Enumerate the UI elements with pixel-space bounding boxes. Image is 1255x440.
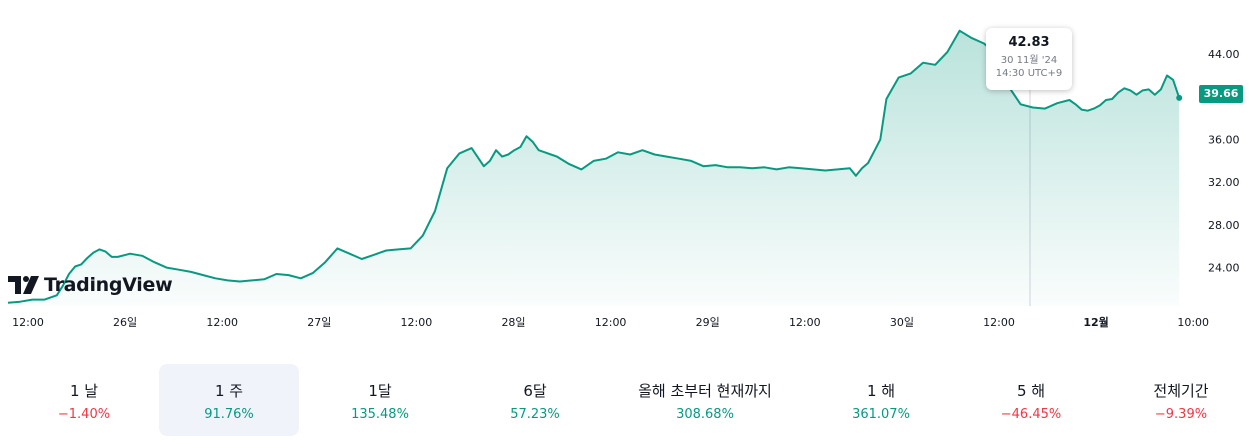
tradingview-logo[interactable]: TradingView (8, 274, 173, 296)
x-tick-label: 28일 (501, 315, 525, 329)
crosshair-tooltip: 42.83 30 11월 '24 14:30 UTC+9 (986, 28, 1072, 90)
tradingview-logo-icon (8, 276, 39, 294)
range-option-label: 1 날 (69, 382, 99, 400)
x-tick-label: 12:00 (789, 316, 821, 329)
x-tick-label: 29일 (696, 315, 720, 329)
last-price-dot (1176, 94, 1183, 101)
last-price-label: 39.66 (1199, 85, 1243, 103)
range-option-label: 올해 초부터 현재까지 (638, 382, 772, 400)
range-option[interactable]: 5 해 −46.45% (961, 364, 1101, 436)
range-option-change: 91.76% (204, 407, 254, 422)
x-tick-label: 27일 (307, 315, 331, 329)
range-option-change: 135.48% (351, 407, 409, 422)
range-option-label: 6달 (523, 382, 547, 400)
range-option[interactable]: 1 해 361.07% (811, 364, 951, 436)
x-tick-label: 12:00 (12, 316, 44, 329)
range-option-change: −46.45% (1000, 407, 1062, 422)
range-option-change: 57.23% (510, 407, 560, 422)
range-option-change: −9.39% (1154, 407, 1208, 422)
range-option-label: 1달 (368, 382, 392, 400)
x-tick-label: 12:00 (595, 316, 627, 329)
y-tick-label: 44.00 (1208, 48, 1240, 61)
range-option[interactable]: 1 주 91.76% (159, 364, 299, 436)
x-tick-label: 26일 (113, 315, 137, 329)
x-tick-label: 10:00 (1177, 316, 1209, 329)
tooltip-time: 14:30 UTC+9 (995, 68, 1063, 79)
price-line (7, 29, 1181, 304)
y-tick-label: 24.00 (1208, 262, 1240, 275)
range-option[interactable]: 올해 초부터 현재까지 308.68% (635, 364, 775, 436)
x-tick-label: 12월 (1083, 315, 1108, 329)
x-tick-label: 12:00 (401, 316, 433, 329)
y-tick-label: 32.00 (1208, 176, 1240, 189)
range-option-label: 전체기간 (1153, 382, 1209, 400)
range-selector: 1 날 −1.40% 1 주 91.76% 1달 135.48% 6달 57.23% 올해 초부… (0, 364, 1255, 436)
range-option[interactable]: 전체기간 −9.39% (1111, 364, 1251, 436)
y-axis: 24.00 28.00 32.00 36.00 44.00 (1208, 48, 1240, 275)
tooltip-date: 30 11월 '24 (1000, 55, 1058, 66)
range-option-label: 1 주 (214, 382, 244, 400)
price-chart[interactable]: 12:00 26일 12:00 27일 12:00 28일 12:00 29일 12:00 30일… (0, 0, 1255, 340)
range-option[interactable]: 1달 135.48% (310, 364, 450, 436)
x-tick-label: 12:00 (983, 316, 1015, 329)
tradingview-logo-text: TradingView (44, 274, 173, 296)
range-option[interactable]: 1 날 −1.40% (14, 364, 154, 436)
range-option-label: 5 해 (1016, 382, 1046, 400)
x-tick-label: 12:00 (206, 316, 238, 329)
x-axis: 12:00 26일 12:00 27일 12:00 28일 12:00 29일 12:00 30일… (12, 315, 1209, 329)
range-option-change: 308.68% (676, 407, 734, 422)
range-option-change: −1.40% (57, 407, 111, 422)
range-option-label: 1 해 (866, 382, 896, 400)
range-option-change: 361.07% (852, 407, 910, 422)
range-option[interactable]: 6달 57.23% (465, 364, 605, 436)
y-tick-label: 28.00 (1208, 219, 1240, 232)
tooltip-value: 42.83 (1008, 35, 1050, 50)
y-tick-label: 36.00 (1208, 134, 1240, 147)
x-tick-label: 30일 (890, 315, 914, 329)
